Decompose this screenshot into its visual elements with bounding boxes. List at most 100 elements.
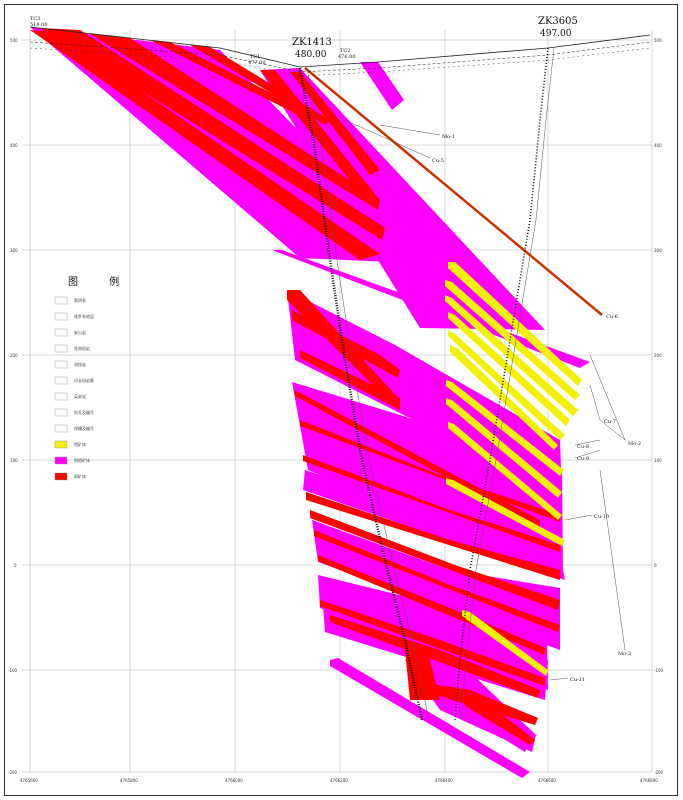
cu-mo-orebody bbox=[303, 470, 565, 580]
legend-swatch-andesite bbox=[54, 328, 68, 337]
mo-orebody bbox=[445, 280, 580, 400]
legend-item-label: 安山岩 bbox=[74, 329, 86, 335]
legend-swatch-jurassic bbox=[54, 312, 68, 321]
legend-item-label: 英安岩 bbox=[74, 393, 86, 399]
legend-item-label: 钼矿体 bbox=[74, 441, 86, 447]
orebody-label-cu10: Cu-10 bbox=[594, 514, 609, 520]
legend-item-label: 侏罗系地层 bbox=[74, 313, 94, 319]
orebody-label-cu7: Cu-7 bbox=[604, 419, 616, 425]
legend-item-label: 铜钼矿体 bbox=[74, 457, 90, 463]
mo-orebody bbox=[448, 312, 570, 426]
elev-label: -100 bbox=[654, 668, 664, 673]
cu-orebody bbox=[303, 455, 560, 552]
orebody-label-cu8: Cu-8 bbox=[577, 444, 589, 450]
cu-orebody bbox=[30, 30, 380, 260]
orebody-label-mo1: Mo-1 bbox=[442, 134, 455, 140]
elev-label: -100 bbox=[8, 668, 18, 673]
elev-label: 300 bbox=[654, 248, 662, 253]
cu-orebody bbox=[320, 600, 545, 686]
easting-label: 4766000 bbox=[225, 778, 243, 783]
tc1-name: TC1 bbox=[250, 54, 260, 60]
legend-item-label: 花岗斑岩 bbox=[74, 345, 90, 351]
legend-swatch-cu-mo-orebody bbox=[54, 456, 68, 465]
legend-swatch-mo-orebody bbox=[54, 440, 68, 449]
orebody-label-cu9: Cu-9 bbox=[577, 456, 589, 462]
legend-swatch-rhyolite bbox=[54, 360, 68, 369]
cu-orebody bbox=[306, 492, 560, 580]
orebody-label-cu6: Cu-6 bbox=[606, 314, 618, 320]
zk3605-name: ZK3605 bbox=[538, 16, 578, 27]
borehole-zk3605 bbox=[454, 47, 555, 721]
cu-mo-orebody bbox=[260, 68, 545, 330]
easting-label: 4766400 bbox=[435, 778, 453, 783]
mo-orebody bbox=[448, 330, 565, 440]
mo-orebody bbox=[448, 422, 562, 520]
elev-label: 200 bbox=[654, 353, 662, 358]
legend-swatch-diorite-porphyrite-dyke bbox=[54, 376, 68, 385]
easting-label: 4766600 bbox=[538, 778, 556, 783]
legend-item-label: 流纹岩 bbox=[74, 361, 86, 367]
easting-label: 4765600 bbox=[20, 778, 38, 783]
elev-label: -200 bbox=[654, 770, 664, 775]
cu-mo-orebody bbox=[330, 658, 530, 778]
cu-orebody bbox=[150, 40, 305, 116]
mo-orebody bbox=[450, 345, 558, 450]
orebody-label-cu11: Cu-11 bbox=[570, 677, 585, 683]
cu-orebody bbox=[314, 530, 560, 632]
cu-orebody bbox=[300, 420, 560, 522]
legend-swatch-granite-porphyry bbox=[54, 344, 68, 353]
elev-label: 300 bbox=[10, 248, 18, 253]
orebody-label-mo2: Mo-2 bbox=[628, 441, 641, 447]
mo-orebody bbox=[445, 295, 578, 416]
mo-orebody bbox=[448, 262, 582, 386]
cu-orebody bbox=[260, 70, 380, 205]
cu-orebody bbox=[330, 615, 540, 698]
elev-label: 100 bbox=[654, 458, 662, 463]
tc1-elev: 477.00 bbox=[248, 60, 266, 66]
tc2-name: TC2 bbox=[340, 48, 350, 54]
elev-label: 500 bbox=[654, 38, 662, 43]
legend-item-label: 铜矿体 bbox=[74, 473, 86, 479]
cu-orebody bbox=[465, 700, 535, 745]
easting-axis: 4765600 4765800 4766000 4766200 4766400 … bbox=[20, 778, 658, 783]
borehole-zk1413 bbox=[298, 67, 430, 721]
mo-orebody bbox=[446, 380, 564, 476]
orebody-label-mo3: Mo-3 bbox=[618, 651, 631, 657]
legend: 图 例 第四系 侏罗系地层 安山岩 花岗斑岩 流纹岩 闪长玢岩脉 英安岩 钻孔及… bbox=[54, 275, 133, 481]
elev-label: 400 bbox=[10, 143, 18, 148]
elev-label: -200 bbox=[8, 770, 18, 775]
elevation-axis-left: 500 400 300 200 100 0 -100 -200 bbox=[8, 38, 18, 775]
tc3-name: TC3 bbox=[30, 16, 40, 22]
legend-swatch-dacite bbox=[54, 392, 68, 401]
cu-orebody bbox=[90, 34, 380, 210]
easting-label: 4766200 bbox=[330, 778, 348, 783]
zk1413-elev: 480.00 bbox=[295, 50, 327, 60]
cu-orebody bbox=[310, 510, 560, 610]
mo-orebody bbox=[446, 398, 562, 498]
zk1413-name: ZK1413 bbox=[292, 37, 332, 48]
elev-label: 0 bbox=[654, 563, 657, 568]
elev-label: 400 bbox=[654, 143, 662, 148]
legend-item-label: 钻孔及编号 bbox=[74, 409, 94, 415]
surface-topography bbox=[29, 26, 651, 77]
cu6-vein bbox=[304, 67, 603, 316]
molybdenum-ore-bands bbox=[445, 262, 582, 676]
cu-mo-orebody bbox=[312, 520, 560, 650]
mo-orebody bbox=[462, 610, 548, 676]
mo-orebody bbox=[446, 478, 565, 546]
tc2-elev: 476.00 bbox=[338, 54, 356, 60]
label-leaders bbox=[344, 119, 626, 681]
legend-item-label: 闪长玢岩脉 bbox=[74, 377, 94, 383]
legend-swatch-borehole bbox=[54, 408, 68, 417]
elev-label: 0 bbox=[14, 563, 17, 568]
cu-orebody bbox=[300, 350, 400, 410]
elev-label: 100 bbox=[10, 458, 18, 463]
legend-title: 图 例 bbox=[68, 275, 133, 288]
legend-swatch-trench bbox=[54, 424, 68, 433]
elevation-axis-right: 500 400 300 200 100 0 -100 -200 bbox=[654, 38, 664, 775]
legend-swatch-cu-orebody bbox=[54, 472, 68, 481]
elev-label: 500 bbox=[10, 38, 18, 43]
zk3605-elev: 497.00 bbox=[540, 29, 572, 39]
orebody-label-cu5: Cu-5 bbox=[432, 158, 444, 164]
